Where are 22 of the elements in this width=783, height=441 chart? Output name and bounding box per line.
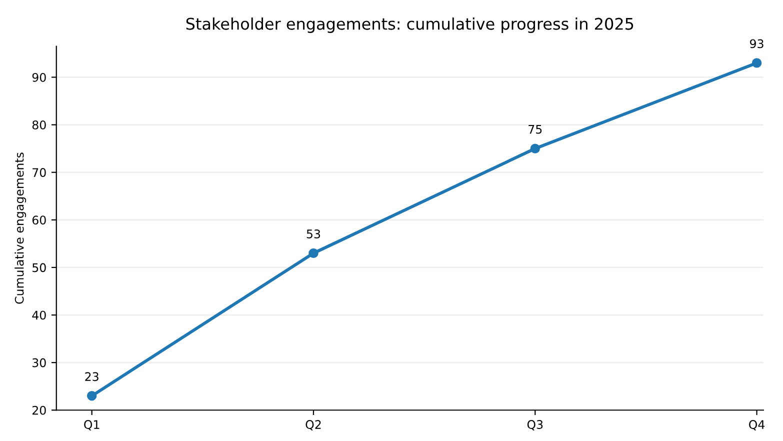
data-label: 93 [750,39,764,48]
y-tick-label: 30 [32,358,46,368]
chart-title: Stakeholder engagements: cumulative progress in 2025 [186,18,634,33]
point [752,58,762,68]
y-tick-label: 40 [32,310,46,320]
x-tick-label: Q1 [84,420,100,430]
y-axis-title: Cumulative engagements [14,152,26,304]
point [308,248,318,258]
data-label: 23 [85,372,98,382]
y-tick-label: 70 [32,168,46,177]
data-label: 75 [528,124,542,134]
x-tick-label: Q4 [749,420,765,430]
y-tick-label: 90 [32,72,46,82]
y-tick-label: 60 [32,216,46,225]
point [86,391,97,401]
x-tick-label: Q3 [527,420,543,430]
y-tick-label: 20 [32,406,46,415]
x-tick-label: Q2 [306,420,321,430]
point [530,144,540,154]
data-label: 53 [306,229,320,238]
y-tick-label: 80 [32,120,46,130]
y-tick-label: 50 [32,263,46,272]
